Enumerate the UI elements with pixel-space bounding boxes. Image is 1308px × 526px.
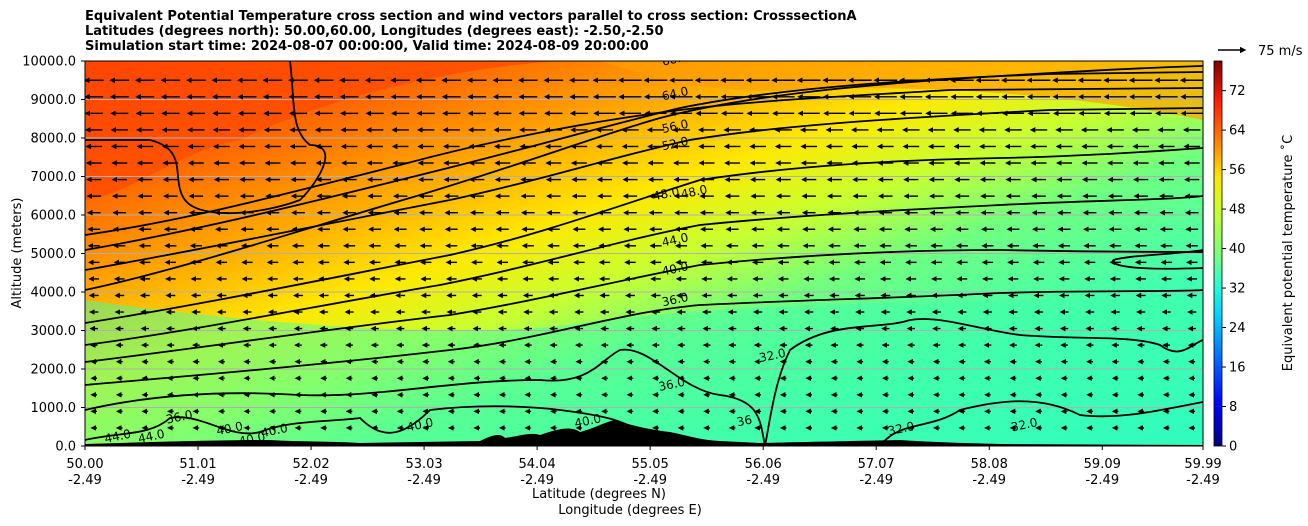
colorbar-tick-label: 72 bbox=[1229, 84, 1246, 99]
contour-label: 44.0 bbox=[661, 230, 690, 249]
y-tick-label: 3000.0 bbox=[31, 324, 77, 339]
contour-label: 68.0 bbox=[661, 49, 690, 68]
y-tick-label: 5000.0 bbox=[31, 247, 77, 262]
x-tick-label-lon: -2.49 bbox=[633, 473, 667, 488]
chart-title-line-3: Simulation start time: 2024-08-07 00:00:… bbox=[85, 39, 649, 54]
colorbar-tick-label: 64 bbox=[1229, 124, 1246, 139]
colorbar-ticks: 0 8 16 24 32 40 48 56 64 72 bbox=[1222, 84, 1246, 455]
x-tick-label-lat: 57.07 bbox=[858, 457, 895, 472]
contour-label: 48.0 bbox=[652, 184, 681, 203]
quiver-key: 75 m/s bbox=[1218, 44, 1303, 59]
colorbar-tick-label: 40 bbox=[1229, 242, 1246, 257]
x-tick-label-lat: 51.01 bbox=[179, 457, 216, 472]
x-tick-label-lon: -2.49 bbox=[859, 473, 893, 488]
x-tick-label-lon: -2.49 bbox=[294, 473, 328, 488]
y-tick-label: 10000.0 bbox=[22, 55, 76, 70]
x-tick-label-lat: 59.99 bbox=[1184, 457, 1221, 472]
x-tick-label-lon: -2.49 bbox=[972, 473, 1006, 488]
x-tick-label-lat: 50.00 bbox=[66, 457, 103, 472]
contour-lines bbox=[85, 61, 1203, 446]
x-tick-label-lat: 59.09 bbox=[1084, 457, 1121, 472]
contour-label: 44.0 bbox=[137, 427, 166, 446]
x-tick-label-lon: -2.49 bbox=[746, 473, 780, 488]
x-tick-label-lon: -2.49 bbox=[1186, 473, 1220, 488]
y-tick-label: 4000.0 bbox=[31, 286, 77, 301]
y-tick-label: 9000.0 bbox=[31, 93, 77, 108]
y-tick-label: 1000.0 bbox=[31, 401, 77, 416]
y-tick-label: 0.0 bbox=[55, 440, 76, 455]
colorbar-tick-label: 48 bbox=[1229, 203, 1246, 218]
contour-label: 32.0 bbox=[1010, 415, 1039, 434]
y-tick-label: 6000.0 bbox=[31, 209, 77, 224]
x-tick-label-lon: -2.49 bbox=[181, 473, 215, 488]
chart-title-line-1: Equivalent Potential Temperature cross s… bbox=[85, 9, 857, 24]
colorbar-label: Equivalent potential temperature ˚C bbox=[1280, 135, 1296, 371]
contour-label: 64.0 bbox=[661, 84, 690, 103]
wind-vectors bbox=[85, 77, 1203, 431]
terrain-silhouette bbox=[85, 420, 1203, 446]
colorbar-tick-label: 24 bbox=[1229, 321, 1246, 336]
y-tick-label: 8000.0 bbox=[31, 132, 77, 147]
colorbar-tick-label: 8 bbox=[1229, 400, 1237, 415]
contour-label: 40.0 bbox=[215, 419, 244, 438]
x-tick-label-lat: 55.05 bbox=[632, 457, 669, 472]
contour-label: 32.0 bbox=[887, 419, 916, 438]
colorbar-tick-label: 32 bbox=[1229, 282, 1246, 297]
quiver-key-label: 75 m/s bbox=[1258, 44, 1303, 59]
x-tick-label-lat: 52.02 bbox=[292, 457, 329, 472]
x-tick-label-lon: -2.49 bbox=[520, 473, 554, 488]
x-tick-label-lat: 54.04 bbox=[519, 457, 556, 472]
contour-label: 36 bbox=[736, 412, 754, 429]
y-tick-label: 2000.0 bbox=[31, 363, 77, 378]
colorbar-tick-label: 0 bbox=[1229, 440, 1237, 455]
colorbar bbox=[1214, 61, 1222, 446]
x-tick-label-lon: -2.49 bbox=[1085, 473, 1119, 488]
x-tick-label-lat: 53.03 bbox=[405, 457, 442, 472]
x-tick-label-lon: -2.49 bbox=[68, 473, 102, 488]
contour-label: 44.0 bbox=[103, 427, 132, 446]
x-tick-label-lon: -2.49 bbox=[407, 473, 441, 488]
colorbar-tick-label: 56 bbox=[1229, 163, 1246, 178]
y-axis-label: Altitude (meters) bbox=[10, 198, 25, 309]
x-axis-ticks: 50.00-2.4951.01-2.4952.02-2.4953.03-2.49… bbox=[66, 446, 1222, 488]
contour-label: 56.0 bbox=[661, 117, 690, 136]
x-axis-label-latitude: Latitude (degrees N) bbox=[532, 487, 666, 502]
y-axis-ticks: 10000.0 9000.0 8000.0 7000.0 6000.0 5000.0 400… bbox=[22, 55, 85, 455]
y-tick-label: 7000.0 bbox=[31, 170, 77, 185]
chart-title-line-2: Latitudes (degrees north): 50.00,60.00, … bbox=[85, 24, 664, 39]
contour-label: 40.0 bbox=[661, 259, 690, 278]
x-tick-label-lat: 56.06 bbox=[745, 457, 782, 472]
x-tick-label-lat: 58.08 bbox=[971, 457, 1008, 472]
x-axis-label-longitude: Longitude (degrees E) bbox=[558, 503, 702, 518]
colorbar-tick-label: 16 bbox=[1229, 361, 1246, 376]
